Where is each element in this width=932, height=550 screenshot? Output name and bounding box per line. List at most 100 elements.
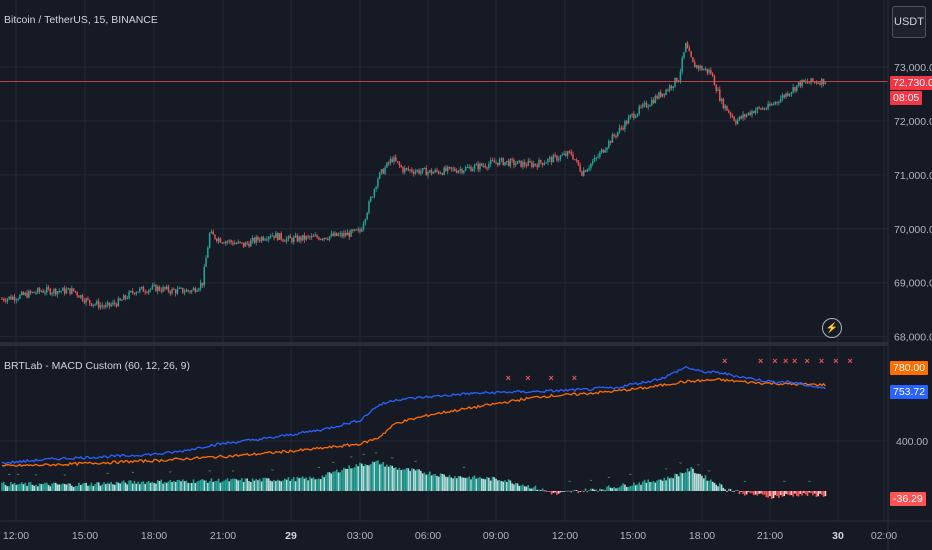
candle-body [83, 300, 86, 303]
histogram-bar [192, 479, 195, 491]
histogram-bar [717, 486, 719, 491]
candle-body [373, 189, 376, 197]
arrow-marker: ˇ [232, 469, 235, 478]
histogram-bar [199, 479, 202, 491]
currency-button[interactable]: USDT [892, 6, 926, 38]
histogram-bar [273, 479, 275, 491]
histogram-bar [44, 482, 46, 491]
candle-body [731, 115, 734, 117]
candle-body [679, 71, 682, 81]
candle-body [291, 238, 293, 243]
candle-body [747, 112, 750, 115]
histogram-bar [516, 483, 519, 491]
candle-body [500, 158, 503, 160]
histogram-bar [822, 491, 825, 497]
candle-body [663, 93, 666, 95]
histogram-bar [294, 481, 297, 491]
histogram-bar [369, 464, 372, 491]
candle-body [425, 167, 427, 176]
histogram-bar [457, 476, 460, 491]
histogram-bar [541, 488, 544, 491]
candle-body [740, 116, 743, 119]
histogram-bar [570, 491, 573, 493]
candle-body [412, 171, 415, 174]
candle-body [520, 160, 522, 168]
price-tick-label: 68,000.00 [894, 332, 932, 344]
histogram-bar [654, 482, 657, 491]
histogram-bar [808, 491, 811, 493]
candle-body [736, 119, 739, 124]
candle-body [135, 292, 137, 294]
histogram-bar [466, 477, 469, 491]
candle-body [772, 103, 775, 105]
candle-body [235, 243, 238, 245]
candle-body [649, 105, 651, 107]
histogram-bar [248, 481, 250, 491]
candle-body [126, 298, 129, 300]
candle-body [808, 82, 811, 84]
histogram-bar [271, 481, 274, 491]
histogram-bar [505, 481, 508, 491]
candle-body [810, 78, 812, 83]
histogram-bar [303, 478, 306, 491]
candle-body [330, 233, 333, 237]
candle-body [327, 239, 329, 241]
candle-body [588, 167, 590, 170]
candle-body [221, 242, 223, 244]
histogram-bar [42, 483, 44, 491]
histogram-bar [224, 479, 227, 491]
histogram-bar [395, 467, 397, 491]
histogram-bar [203, 480, 206, 491]
candle-body [40, 291, 43, 293]
candle-body [38, 288, 41, 292]
histogram-bar [185, 480, 188, 491]
histogram-bar [305, 477, 308, 491]
candle-body [595, 157, 598, 159]
candle-body [572, 154, 574, 160]
candle-body [35, 292, 37, 294]
time-label: 21:00 [210, 530, 236, 542]
histogram-bar [498, 480, 501, 491]
candle-body [124, 295, 127, 299]
histogram-bar [695, 473, 698, 491]
histogram-bar [665, 480, 667, 491]
candle-body [668, 85, 671, 91]
arrow-marker: ˇ [318, 466, 321, 475]
histogram-bar [437, 476, 440, 491]
candle-body [715, 85, 717, 91]
candle-body [8, 296, 10, 299]
candle-body [482, 165, 485, 167]
histogram-bar [778, 491, 780, 498]
histogram-bar [785, 491, 787, 495]
histogram-bar [228, 481, 231, 491]
candle-body [674, 77, 676, 87]
candle-body [78, 295, 80, 298]
indicator-title[interactable]: BRTLab - MACD Custom (60, 12, 26, 9) [4, 360, 190, 372]
histogram-bar [362, 465, 365, 491]
candle-body [661, 93, 664, 97]
candle-body [792, 87, 794, 93]
candle-body [81, 295, 84, 301]
candle-body [581, 171, 583, 176]
candle-body [767, 103, 769, 109]
candle-body [463, 170, 465, 173]
candle-body [693, 62, 696, 68]
histogram-bar [71, 485, 73, 491]
histogram-bar [366, 465, 368, 491]
histogram-bar [579, 491, 581, 492]
histogram-bar [11, 484, 14, 491]
candle-body [788, 93, 791, 96]
candle-body [318, 237, 320, 240]
histogram-bar [711, 481, 714, 491]
candle-body [148, 290, 150, 293]
candle-body [659, 92, 662, 97]
histogram-bar [806, 491, 809, 497]
histogram-bar [423, 472, 426, 491]
histogram-bar [574, 489, 576, 491]
candle-body [414, 171, 417, 174]
lightning-icon[interactable]: ⚡ [822, 318, 842, 338]
histogram-bar [794, 491, 796, 494]
time-label: 12:00 [3, 530, 29, 542]
histogram-bar [706, 480, 709, 491]
